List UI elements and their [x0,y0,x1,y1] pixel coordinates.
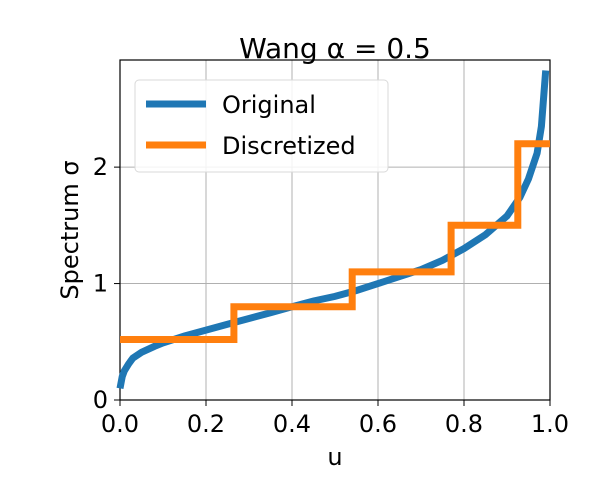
series-line-discretized [120,140,550,343]
y-tick-label: 2 [93,153,108,181]
x-tick-label: 0.8 [445,410,483,438]
x-tick-label: 0.6 [359,410,397,438]
y-axis-label: Spectrum σ [56,160,84,299]
x-tick-label: 0.2 [187,410,225,438]
legend-label-original: Original [222,91,316,119]
legend: Original Discretized [134,79,389,173]
series-layer [116,70,550,390]
x-axis-label: u [327,443,342,471]
plot-frame [119,59,551,401]
x-tick-label: 0.4 [273,410,311,438]
x-tick-label: 1.0 [531,410,569,438]
x-axis: 0.0 0.2 0.4 0.6 0.8 1.0 [101,400,569,438]
y-tick-label: 1 [93,270,108,298]
x-tick-label: 0.0 [101,410,139,438]
series-line-original [116,70,550,390]
legend-label-discretized: Discretized [222,132,356,160]
y-axis: 0 1 2 [93,153,120,414]
y-tick-label: 0 [93,386,108,414]
